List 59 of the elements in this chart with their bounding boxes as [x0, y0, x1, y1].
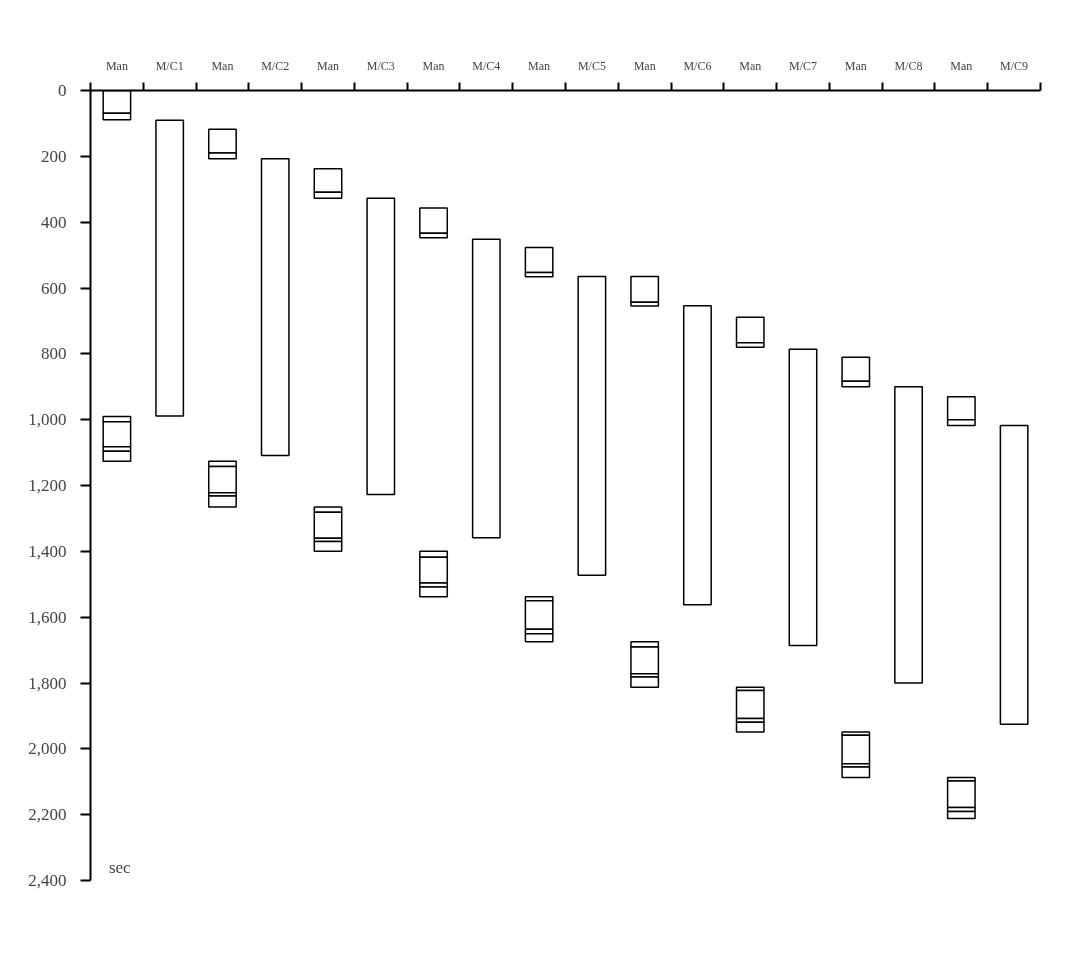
bar	[735, 316, 765, 344]
bar	[735, 721, 765, 733]
x-tick-label: M/C5	[577, 58, 606, 73]
x-tick-label: Man	[105, 58, 128, 73]
bar	[999, 424, 1029, 725]
x-tick-label: Man	[844, 58, 867, 73]
y-tick-label: 1,600	[28, 607, 67, 627]
bar	[841, 766, 871, 779]
x-tick-label: Man	[211, 58, 234, 73]
y-tick-label: 2,400	[28, 871, 67, 890]
bar	[630, 275, 660, 303]
x-tick-label: Man	[528, 58, 551, 73]
bar	[946, 780, 976, 809]
bar	[841, 734, 871, 765]
bar	[524, 599, 554, 631]
bar	[366, 197, 396, 496]
bar	[524, 246, 554, 274]
x-tick-label: Man	[633, 58, 656, 73]
bar	[946, 810, 976, 820]
bar	[524, 632, 554, 643]
bar	[894, 386, 924, 684]
x-tick-label: M/C8	[894, 58, 923, 73]
x-tick-label: M/C4	[472, 58, 501, 73]
y-tick-label: 1,000	[28, 410, 67, 430]
x-tick-label: M/C3	[366, 58, 395, 73]
y-tick-label: 2,200	[28, 805, 67, 825]
bar	[207, 495, 237, 508]
y-tick-label: 1,800	[28, 673, 67, 693]
y-tick-label: 2,000	[28, 739, 67, 759]
x-tick-label: Man	[422, 58, 445, 73]
bar	[735, 689, 765, 720]
bar	[682, 305, 712, 606]
bar	[419, 586, 449, 598]
bar	[260, 157, 290, 457]
bar	[102, 450, 132, 462]
y-tick-label: 200	[41, 146, 67, 166]
bar	[471, 238, 501, 539]
x-tick-label: Man	[739, 58, 762, 73]
y-tick-label: 1,200	[28, 476, 67, 495]
bar	[313, 540, 343, 553]
x-tick-label: Man	[317, 58, 339, 73]
y-tick-label: 0	[58, 81, 67, 100]
x-tick-label: M/C2	[261, 58, 290, 73]
x-tick-label: M/C7	[789, 58, 818, 73]
y-tick-label: 800	[41, 344, 67, 364]
bar	[577, 275, 607, 577]
bar	[788, 348, 818, 647]
x-tick-label: M/C1	[155, 58, 184, 73]
x-tick-label: Man	[950, 58, 973, 73]
bar	[630, 676, 660, 689]
bar	[102, 420, 132, 448]
x-tick-label: M/C6	[683, 58, 712, 73]
bar	[155, 119, 185, 417]
x-tick-label: M/C9	[1000, 58, 1029, 73]
y-axis-title: sec	[108, 857, 132, 877]
y-tick-label: 1,400	[28, 541, 67, 561]
bar	[419, 207, 449, 235]
y-tick-label: 400	[41, 212, 67, 232]
y-tick-label: 600	[41, 278, 67, 298]
